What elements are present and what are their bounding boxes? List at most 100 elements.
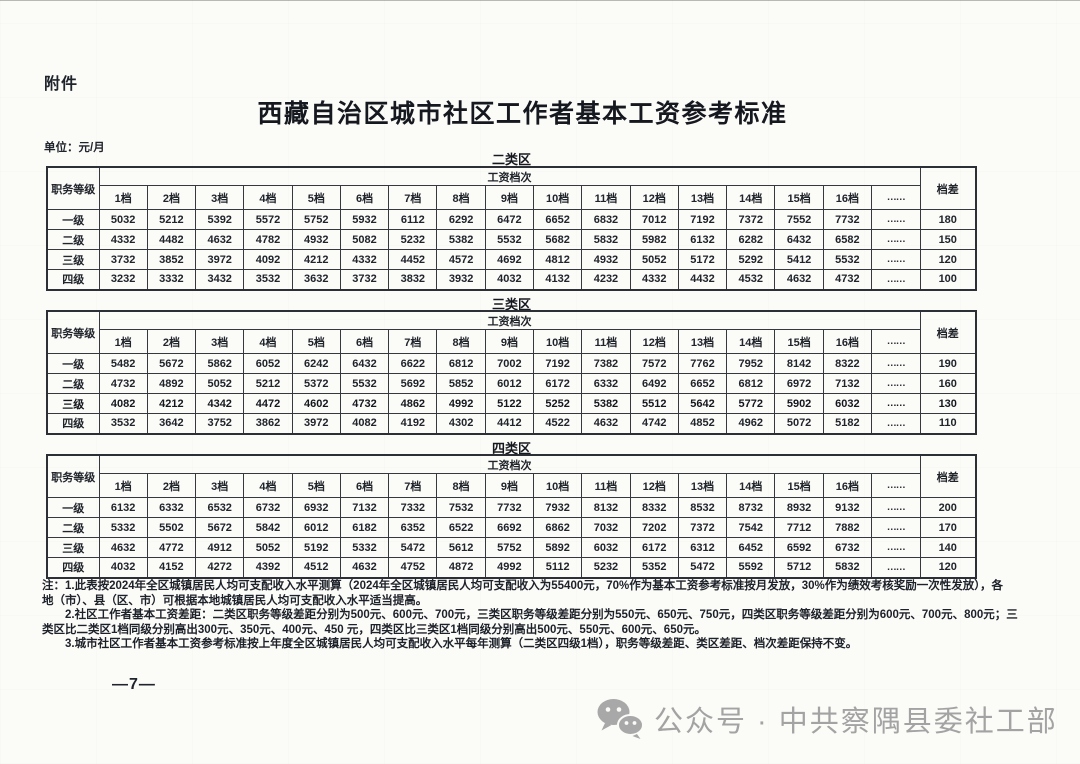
salary-value-cell: 4532 [726,269,776,290]
salary-value-cell: 4812 [533,249,583,270]
salary-value-cell: 5902 [774,393,824,414]
salary-value-cell: 4862 [388,393,438,414]
grade-diff-header: 档差 [919,454,977,498]
salary-value-cell: 5532 [339,373,390,394]
grade-column-header: 15档 [774,185,824,210]
table-row: 一级 5032 5212 5392 5572 5752 5932 6112 6292 6472 66… [46,209,977,230]
grade-column-header: 8档 [436,329,486,354]
row-level-header: 四级 [46,557,100,578]
salary-value-cell: 3642 [146,413,197,434]
row-level-header: 二级 [46,517,100,538]
grade-column-header: 11档 [581,473,631,498]
ellipsis-cell: …… [871,229,921,250]
salary-value-cell: 4132 [533,269,583,290]
salary-value-cell: 6732 [822,537,873,558]
salary-table-class3: 职务等级 工资档次 档差 1档 2档 3档 4档 5档 6档 7档 8档 9档 10档 11档 12档 13档… [46,310,977,435]
table-row: 三级 4082 4212 4342 4472 4602 4732 4862 4992 5122 52… [46,393,977,414]
salary-value-cell: 5332 [98,517,148,538]
grade-column-header: 2档 [146,473,197,498]
region-label-class3: 三类区 [491,297,531,312]
salary-value-cell: 6652 [533,209,583,230]
salary-value-cell: 7732 [484,497,535,518]
scan-edge-line [0,0,1080,1]
salary-value-cell: 4332 [98,229,148,250]
row-level-header: 四级 [46,413,100,434]
grade-column-header: 8档 [436,185,486,210]
salary-table-class2: 职务等级 工资档次 档差 1档 2档 3档 4档 5档 6档 7档 8档 9档 10档 11档 12档 13档… [46,166,977,291]
grade-column-header: 12档 [629,185,679,210]
salary-value-cell: 4892 [146,373,197,394]
salary-value-cell: 4392 [243,557,293,578]
salary-value-cell: 4852 [677,413,728,434]
salary-value-cell: 3862 [243,413,293,434]
salary-value-cell: 5692 [388,373,438,394]
grade-column-header: 13档 [677,185,728,210]
salary-value-cell: 5352 [629,557,679,578]
salary-value-cell: 5642 [677,393,728,414]
salary-value-cell: 4092 [243,249,293,270]
salary-value-cell: 4152 [146,557,197,578]
grade-column-header: 3档 [195,329,245,354]
salary-value-cell: 6112 [388,209,438,230]
footer-account-name: 公众号 · 中共察隅县委社工部 [654,706,1058,738]
salary-value-cell: 7002 [484,353,535,374]
row-level-header: 二级 [46,373,100,394]
salary-value-cell: 4752 [388,557,438,578]
salary-value-cell: 5682 [533,229,583,250]
salary-value-cell: 4342 [195,393,245,414]
grade-column-header: 10档 [533,329,583,354]
salary-value-cell: 4692 [484,249,535,270]
grade-column-header: 8档 [436,473,486,498]
salary-value-cell: 5532 [822,249,873,270]
row-level-header: 一级 [46,209,100,230]
salary-value-cell: 4472 [243,393,293,414]
grade-column-header: 2档 [146,185,197,210]
region-label-class2: 二类区 [491,152,531,167]
salary-value-cell: 9132 [822,497,873,518]
table-row: 二级 4732 4892 5052 5212 5372 5532 5692 5852 6012 61… [46,373,977,394]
salary-value-cell: 8322 [822,353,873,374]
ellipsis-cell: …… [871,393,921,414]
salary-value-cell: 4412 [484,413,535,434]
grade-diff-cell: 140 [919,537,977,558]
salary-value-cell: 7372 [726,209,776,230]
ellipsis-cell: …… [871,497,921,518]
salary-value-cell: 6692 [484,517,535,538]
salary-value-cell: 6972 [774,373,824,394]
salary-value-cell: 6132 [98,497,148,518]
salary-value-cell: 6012 [291,517,341,538]
grade-column-header: 14档 [726,185,776,210]
salary-value-cell: 7032 [581,517,631,538]
salary-value-cell: 4332 [629,269,679,290]
page-title: 西藏自治区城市社区工作者基本工资参考标准 [257,100,788,128]
salary-value-cell: 6432 [774,229,824,250]
salary-value-cell: 5372 [291,373,341,394]
level-column-header: 职务等级 [46,166,100,210]
salary-value-cell: 4632 [195,229,245,250]
salary-value-cell: 5292 [726,249,776,270]
salary-value-cell: 3532 [98,413,148,434]
salary-value-cell: 4192 [388,413,438,434]
row-level-header: 一级 [46,497,100,518]
salary-value-cell: 5852 [436,373,486,394]
salary-value-cell: 4602 [291,393,341,414]
salary-value-cell: 5232 [388,229,438,250]
salary-value-cell: 5592 [726,557,776,578]
notes-block: 注：1.此表按2024年全区城镇居民人均可支配收入水平测算（2024年全区城镇居… [42,579,1048,652]
salary-value-cell: 4932 [291,229,341,250]
grade-column-header: 7档 [388,473,438,498]
salary-value-cell: 6012 [484,373,535,394]
table-row: 一级 6132 6332 6532 6732 6932 7132 7332 7532 7732 79… [46,497,977,518]
salary-value-cell: 5752 [484,537,535,558]
salary-value-cell: 5502 [146,517,197,538]
salary-value-cell: 6522 [436,517,486,538]
grade-column-header: 1档 [98,329,148,354]
salary-value-cell: 5382 [436,229,486,250]
salary-value-cell: 6052 [243,353,293,374]
row-level-header: 三级 [46,393,100,414]
grade-column-header: 5档 [291,329,341,354]
salary-value-cell: 6592 [774,537,824,558]
salary-value-cell: 6242 [291,353,341,374]
salary-value-cell: 4452 [388,249,438,270]
grade-diff-cell: 130 [919,393,977,414]
